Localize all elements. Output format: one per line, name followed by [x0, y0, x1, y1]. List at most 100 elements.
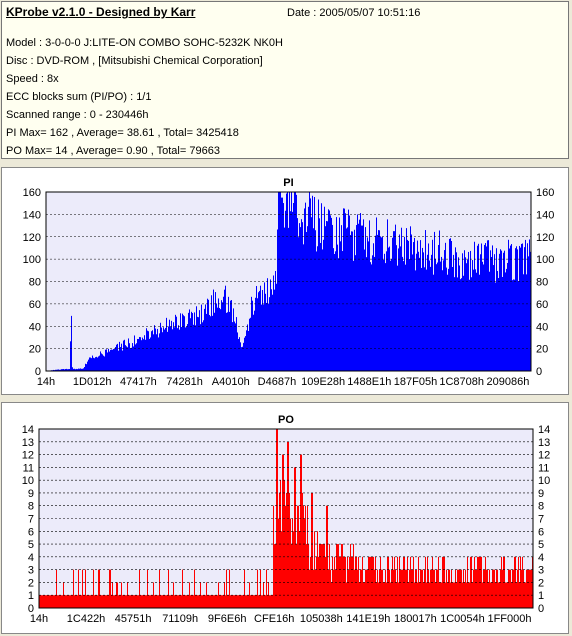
po-bar	[391, 569, 392, 608]
po-bar	[73, 569, 74, 608]
po-bar	[466, 582, 467, 608]
pi-bar	[453, 254, 454, 371]
pi-bar	[260, 285, 261, 371]
pi-bar	[84, 367, 85, 371]
po-bar	[184, 595, 185, 608]
pi-bar	[199, 310, 200, 371]
pi-bar	[150, 337, 151, 371]
pi-ytick-left: 60	[29, 299, 41, 311]
pi-bar	[483, 264, 484, 371]
pi-bar	[89, 357, 90, 371]
po-ytick-left: 6	[28, 526, 34, 538]
pi-bar	[118, 350, 119, 371]
po-bar	[370, 556, 371, 608]
pi-bar	[507, 262, 508, 371]
pi-bar	[193, 324, 194, 371]
po-bar	[333, 569, 334, 608]
pi-bar	[389, 246, 390, 371]
pi-bar	[421, 267, 422, 371]
pi-bar	[394, 231, 395, 371]
pi-bar	[223, 296, 224, 371]
pi-bar	[73, 368, 74, 371]
po-bar	[250, 595, 251, 608]
pi-xtick: 1D012h	[73, 376, 112, 388]
pi-bar	[183, 315, 184, 371]
po-bar	[267, 595, 268, 608]
pi-bar	[208, 299, 209, 371]
pi-bar	[410, 226, 411, 371]
po-ytick-right: 11	[538, 462, 549, 474]
po-bar	[502, 569, 503, 608]
pi-bar	[146, 328, 147, 371]
po-bar	[405, 569, 406, 608]
pi-bar	[122, 350, 123, 371]
pi-bar	[390, 260, 391, 371]
po-bar	[155, 595, 156, 608]
po-bar	[77, 595, 78, 608]
pi-ytick-right: 20	[536, 344, 548, 356]
po-bar	[187, 595, 188, 608]
po-bar	[509, 569, 510, 608]
pi-bar	[120, 347, 121, 371]
pi-bar	[256, 286, 257, 371]
po-bar	[151, 595, 152, 608]
pi-bar	[272, 294, 273, 371]
pi-bar	[276, 283, 277, 371]
pi-bar	[155, 328, 156, 371]
pi-bar	[133, 346, 134, 371]
po-bar	[202, 595, 203, 608]
po-xtick: 141E19h	[346, 613, 390, 625]
po-bar	[386, 582, 387, 608]
po-bar	[463, 569, 464, 608]
po-bar	[394, 556, 395, 608]
po-bar	[521, 569, 522, 608]
pi-bar	[106, 349, 107, 371]
pi-bar	[493, 265, 494, 371]
pi-bar	[266, 302, 267, 371]
pi-bar	[110, 349, 111, 371]
pi-bar	[513, 279, 514, 371]
pi-bar	[109, 351, 110, 371]
pi-bar	[251, 296, 252, 371]
po-bar	[508, 569, 509, 608]
po-bar	[93, 569, 94, 608]
po-bar	[417, 582, 418, 608]
po-bar	[530, 569, 531, 608]
po-bar	[133, 595, 134, 608]
po-bar	[329, 544, 330, 608]
pi-bar	[452, 267, 453, 371]
pi-xtick: 109E28h	[301, 376, 345, 388]
pi-bar	[171, 320, 172, 371]
pi-bar	[77, 369, 78, 371]
po-bar	[41, 595, 42, 608]
pi-bar	[240, 342, 241, 371]
pi-bar	[152, 330, 153, 371]
po-bar	[216, 595, 217, 608]
po-bar	[245, 595, 246, 608]
pi-bar	[419, 257, 420, 371]
po-bar	[506, 582, 507, 608]
pi-bar	[456, 252, 457, 371]
pi-bar	[65, 369, 66, 371]
po-bar	[473, 569, 474, 608]
po-bar	[459, 569, 460, 608]
pi-bar	[395, 224, 396, 371]
pi-bar	[148, 331, 149, 371]
po-bar	[470, 556, 471, 608]
po-bar	[475, 569, 476, 608]
pi-ytick-right: 140	[536, 209, 554, 221]
po-bar	[377, 569, 378, 608]
po-bar	[175, 595, 176, 608]
po-bar	[275, 544, 276, 608]
po-bar	[42, 595, 43, 608]
po-bar	[348, 569, 349, 608]
po-ytick-left: 7	[28, 514, 34, 526]
pi-bar	[252, 300, 253, 371]
pi-bar	[386, 251, 387, 371]
pi-bar	[301, 219, 302, 371]
po-bar	[476, 569, 477, 608]
pi-bar	[445, 242, 446, 371]
po-bar	[150, 595, 151, 608]
po-bar	[84, 595, 85, 608]
po-ytick-left: 12	[22, 450, 34, 462]
